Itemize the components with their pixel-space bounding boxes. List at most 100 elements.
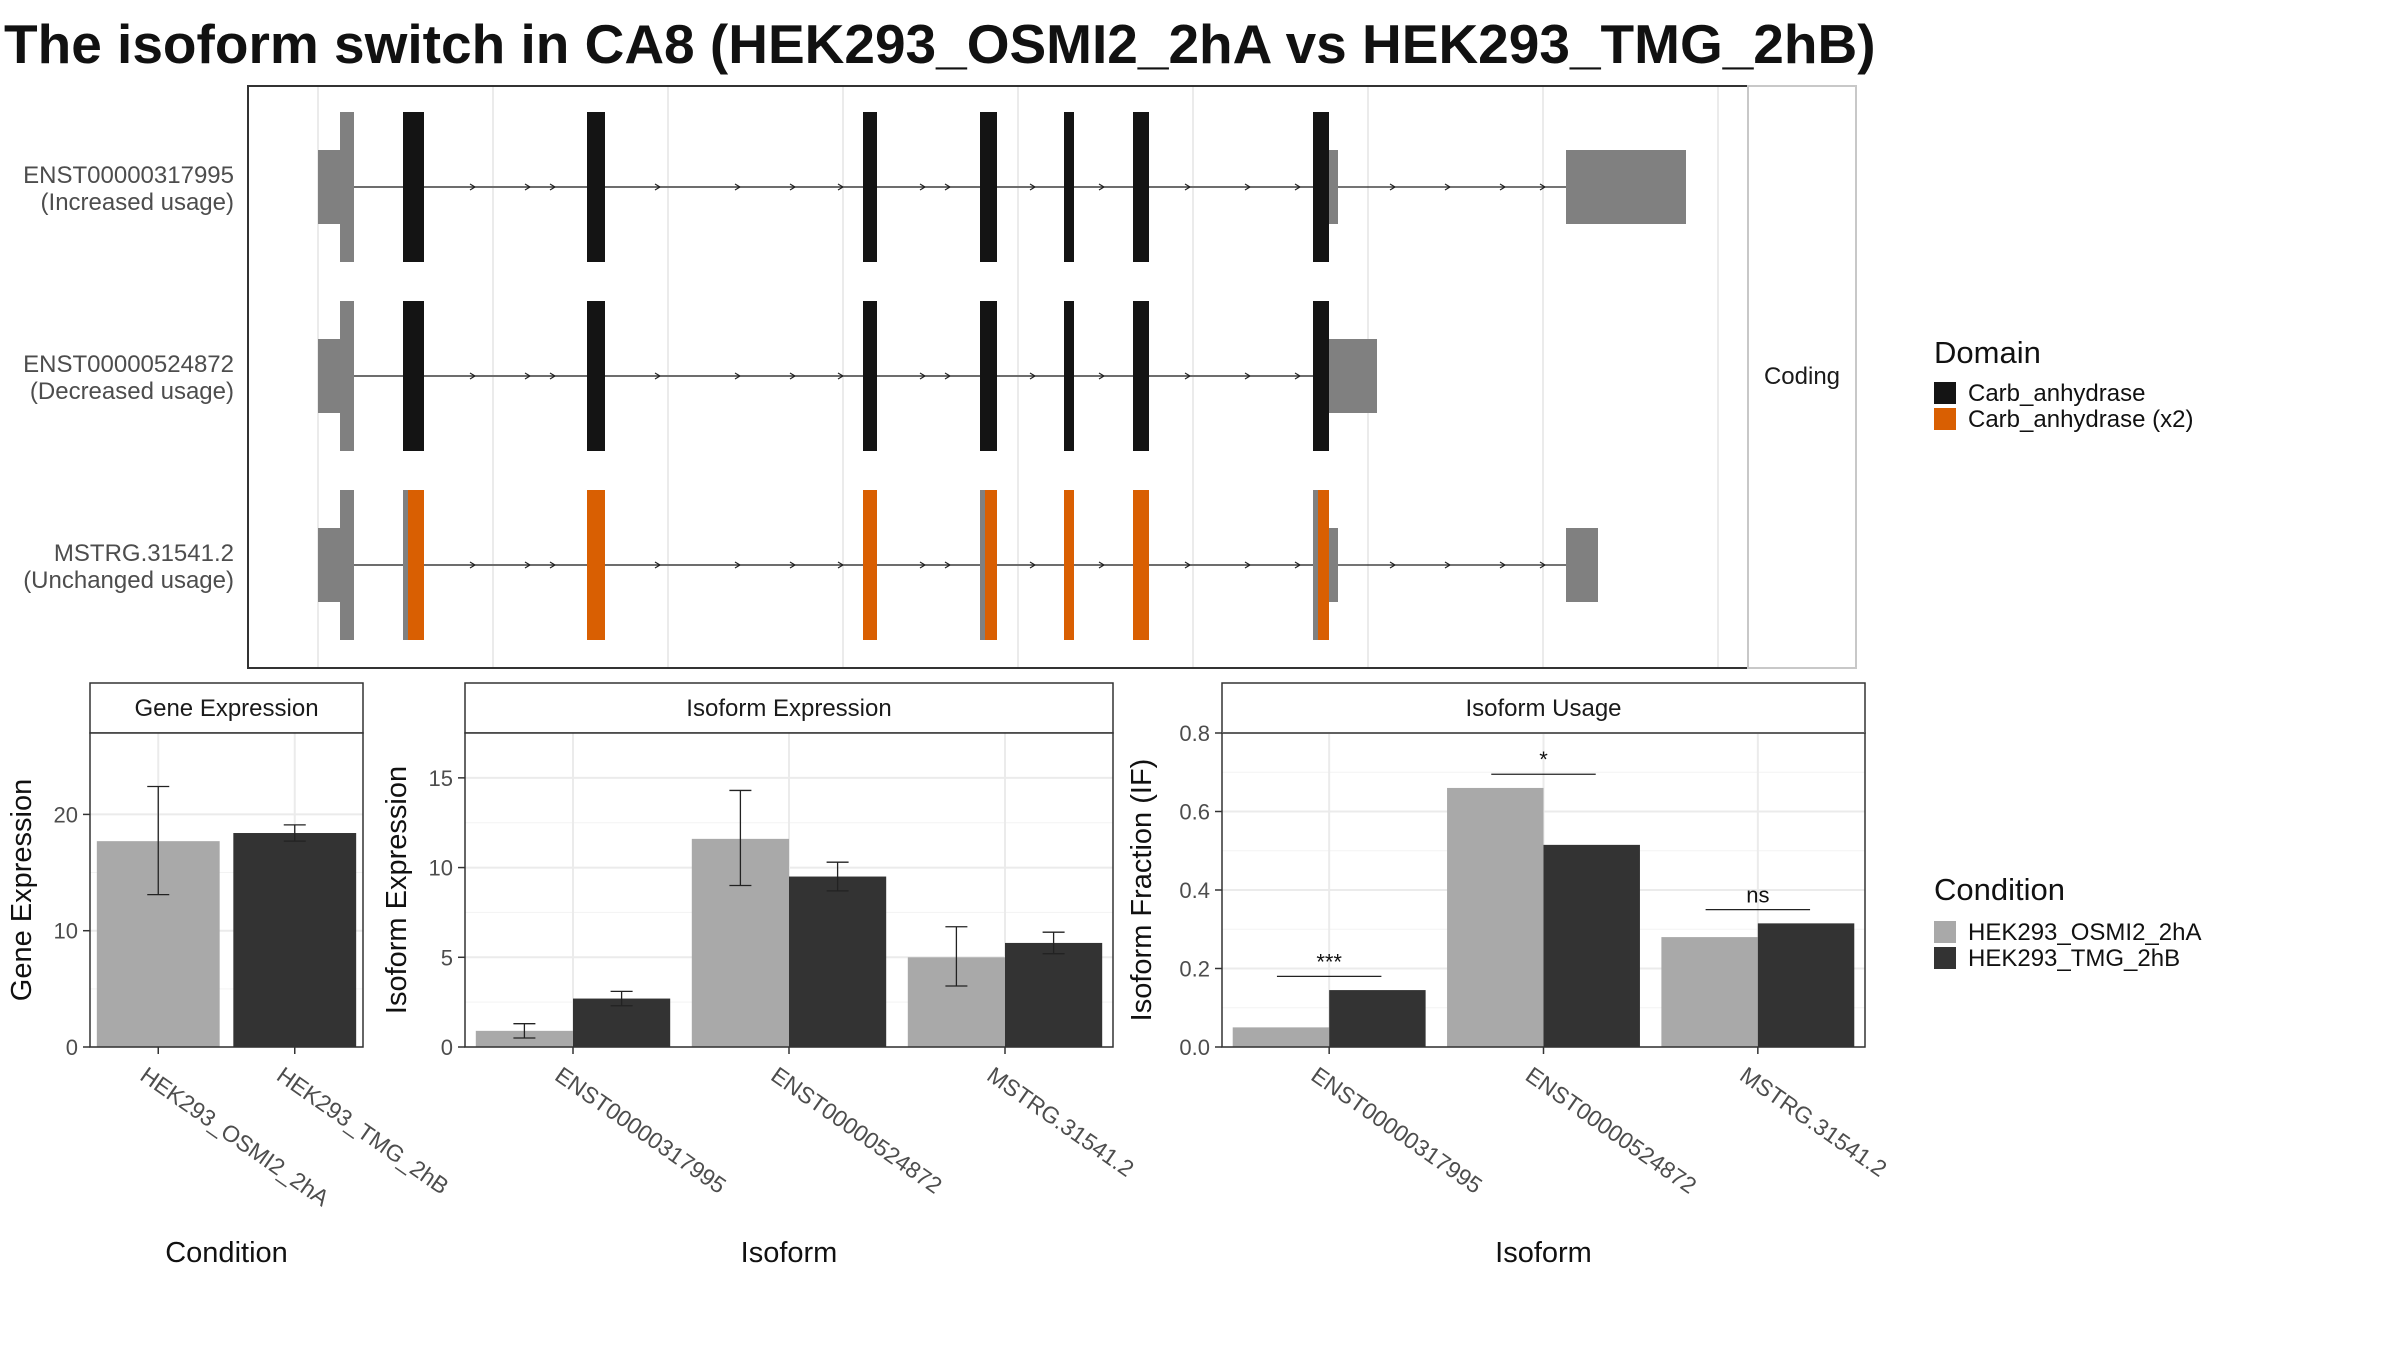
panel-strip-title: Gene Expression (134, 695, 318, 722)
x-axis-title: Isoform (741, 1237, 838, 1269)
gene-expression-panel: Gene Expression01020HEK293_OSMI2_2hAHEK2… (6, 682, 454, 1269)
direction-arrow (1184, 372, 1192, 380)
domain-exon (408, 490, 424, 640)
direction-arrow (1029, 561, 1037, 569)
y-axis-title: Isoform Expression (381, 766, 413, 1014)
y-tick-label: 10 (54, 919, 78, 944)
isoform-expression-panel: Isoform Expression 0 5 10 15 ENST00000317995 E… (381, 682, 1139, 1269)
x-tick-label: MSTRG.31541.2 (982, 1062, 1138, 1182)
direction-arrow (837, 372, 845, 380)
coding-exon (1313, 490, 1318, 640)
direction-arrow (654, 372, 662, 380)
domain-legend-swatch (1934, 408, 1956, 430)
direction-arrow (734, 561, 742, 569)
domain-exon (1313, 301, 1329, 451)
direction-arrow (1389, 183, 1397, 191)
direction-arrow (549, 372, 557, 380)
direction-arrow (1098, 183, 1106, 191)
direction-arrow (919, 372, 927, 380)
domain-exon (863, 490, 877, 640)
direction-arrow (654, 183, 662, 191)
domain-exon (1133, 112, 1149, 262)
direction-arrow (1029, 372, 1037, 380)
bar (1329, 990, 1426, 1047)
coding-exon (980, 490, 985, 640)
direction-arrow (944, 561, 952, 569)
direction-arrow (837, 561, 845, 569)
panel-strip (89, 682, 364, 734)
utr-exon (340, 112, 354, 262)
direction-arrow (1389, 561, 1397, 569)
panel-strip-title: Isoform Expression (686, 695, 891, 722)
domain-exon (980, 301, 997, 451)
domain-exon (863, 112, 877, 262)
domain-exon (403, 112, 424, 262)
direction-arrow (789, 183, 797, 191)
transcript-row: ENST00000317995(Increased usage) (23, 112, 1686, 262)
y-axis-title: Gene Expression (6, 779, 38, 1001)
panel-border (89, 732, 364, 1048)
bar (1757, 923, 1855, 1047)
direction-arrow (654, 561, 662, 569)
direction-arrow (1499, 561, 1507, 569)
panel-strip (1221, 682, 1866, 734)
bar (789, 876, 887, 1047)
condition-legend-swatch (1934, 921, 1956, 943)
direction-arrow (1029, 183, 1037, 191)
bar (1447, 787, 1544, 1047)
direction-arrow (1539, 183, 1547, 191)
bar (475, 1030, 573, 1047)
direction-arrow (944, 183, 952, 191)
y-tick-label: 0.4 (1179, 878, 1210, 903)
bar (1005, 942, 1103, 1047)
domain-exon (980, 112, 997, 262)
direction-arrow (1294, 372, 1302, 380)
domain-exon (1133, 490, 1149, 640)
utr-exon (318, 528, 340, 602)
x-axis-title: Condition (165, 1237, 288, 1269)
utr-exon (1329, 150, 1338, 224)
y-tick-label: 0.2 (1179, 957, 1210, 982)
direction-arrow (549, 183, 557, 191)
direction-arrow (1444, 561, 1452, 569)
x-tick-label: ENST00000317995 (1307, 1062, 1487, 1199)
transcript-row: MSTRG.31541.2(Unchanged usage) (23, 490, 1598, 640)
utr-exon (318, 339, 340, 413)
condition-legend-label: HEK293_TMG_2hB (1968, 945, 2180, 972)
significance-label: ns (1746, 883, 1769, 908)
direction-arrow (1244, 561, 1252, 569)
transcript-id-label: ENST00000317995 (23, 162, 234, 189)
utr-exon-3prime (1329, 339, 1377, 413)
direction-arrow (1294, 183, 1302, 191)
direction-arrow (524, 561, 532, 569)
bar (1661, 937, 1758, 1047)
condition-legend-title: Condition (1934, 872, 2065, 907)
direction-arrow (734, 183, 742, 191)
isoform-usage-panel: Isoform Usage****ns0.00.20.40.60.8ENST00… (1126, 682, 1892, 1269)
y-tick-label: 0.8 (1179, 721, 1210, 746)
domain-exon (985, 490, 997, 640)
domain-exon (403, 301, 424, 451)
domain-legend-label: Carb_anhydrase (x2) (1968, 406, 2193, 433)
direction-arrow (789, 561, 797, 569)
direction-arrow (1244, 372, 1252, 380)
utr-exon (1329, 528, 1338, 602)
direction-arrow (524, 372, 532, 380)
domain-exon (1064, 301, 1074, 451)
panel-strip-title: Isoform Usage (1465, 695, 1621, 722)
domain-exon (1133, 301, 1149, 451)
facet-strip-label: Coding (1764, 363, 1840, 390)
direction-arrow (549, 561, 557, 569)
transcript-usage-label: (Unchanged usage) (23, 567, 234, 594)
x-tick-label: MSTRG.31541.2 (1735, 1062, 1891, 1182)
y-tick-label: 5 (441, 945, 453, 970)
utr-exon (318, 150, 340, 224)
direction-arrow (1294, 561, 1302, 569)
direction-arrow (789, 372, 797, 380)
domain-exon (1064, 490, 1074, 640)
bar (1543, 844, 1640, 1047)
transcript-id-label: ENST00000524872 (23, 351, 234, 378)
